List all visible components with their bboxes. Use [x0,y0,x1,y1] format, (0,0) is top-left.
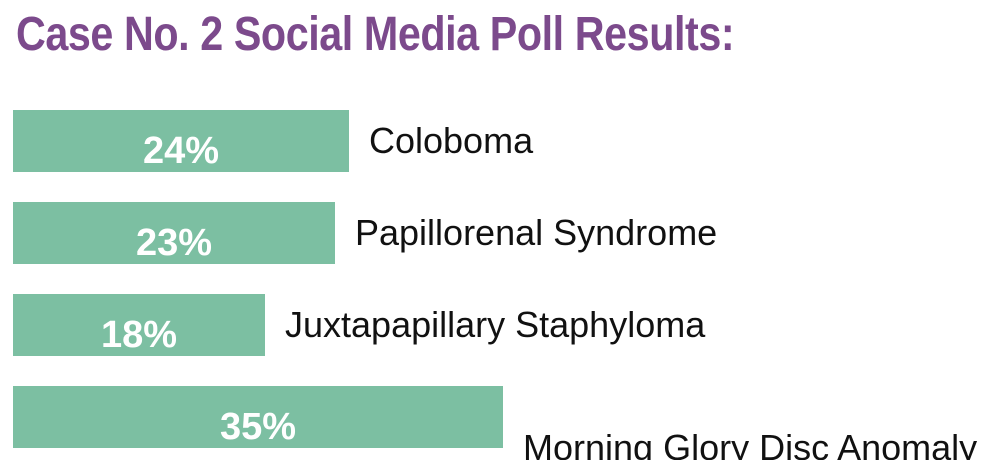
category-label: Coloboma [369,120,534,161]
bar-value-label: 24% [143,130,219,172]
chart-title: Case No. 2 Social Media Poll Results: [16,8,735,61]
bar-morning-glory-disc-anomaly [13,386,503,448]
bar-coloboma [13,110,349,172]
category-label: Juxtapapillary Staphyloma [285,304,706,345]
bar-juxtapapillary-staphyloma [13,294,265,356]
category-label: Morning Glory Disc Anomaly [523,427,977,460]
category-label: Papillorenal Syndrome [355,212,717,253]
bar-value-label: 35% [220,406,296,448]
bar-value-label: 23% [136,222,212,264]
bar-value-label: 18% [101,314,177,356]
bar-papillorenal-syndrome [13,202,335,264]
